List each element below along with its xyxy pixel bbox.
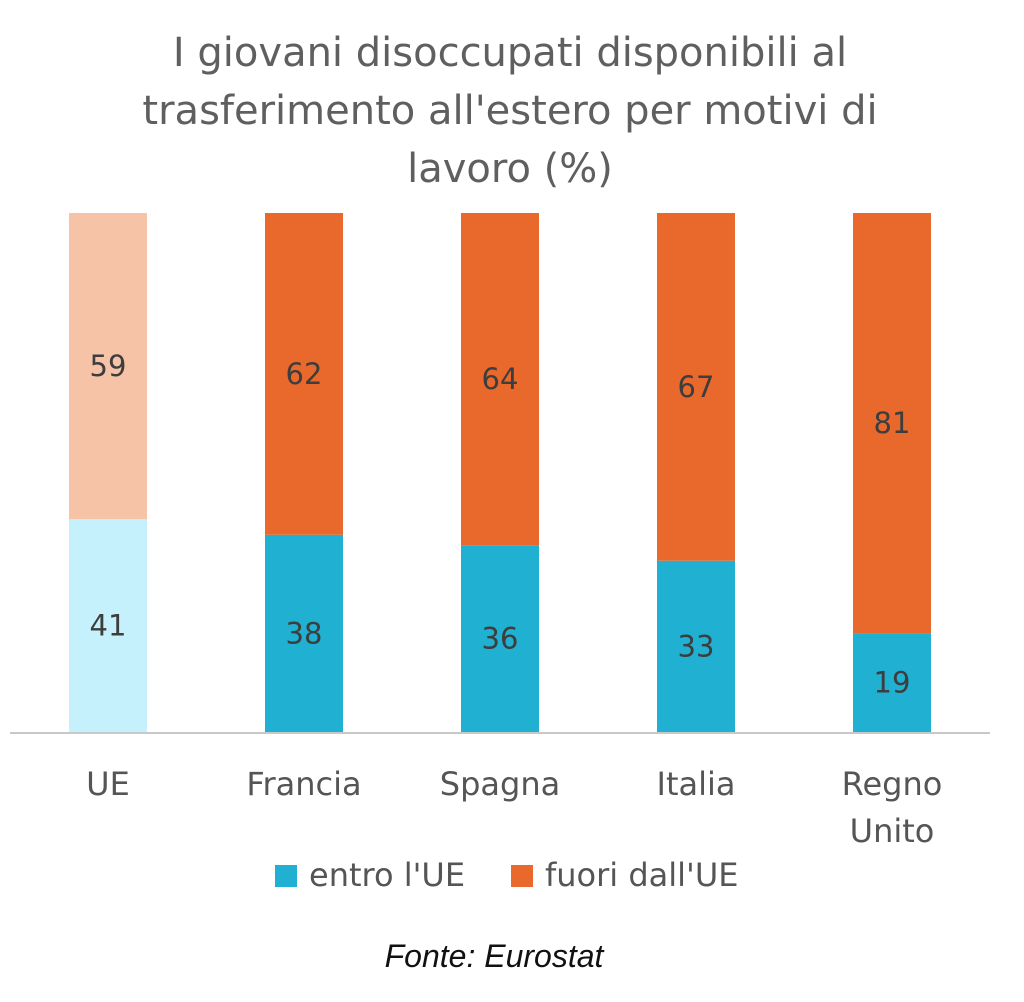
bar-ue-entro-l-ue [69, 519, 147, 732]
value-label-regno-unito-entro-l-ue: 19 [874, 666, 911, 700]
value-label-spagna-entro-l-ue: 36 [482, 622, 519, 656]
bars-group: 41 59 38 62 36 64 33 67 19 81 [69, 213, 931, 732]
bar-italia-entro-l-ue [657, 560, 735, 732]
source-note: Fonte: Eurostat [385, 938, 605, 974]
category-label-spagna: Spagna [440, 765, 560, 803]
bar-regno-unito-entro-l-ue [853, 633, 931, 732]
category-label-italia: Italia [657, 765, 736, 803]
value-label-italia-entro-l-ue: 33 [678, 629, 715, 663]
legend-label-entro-l-ue: entro l'UE [309, 856, 465, 894]
legend-label-fuori-dall-ue: fuori dall'UE [545, 856, 738, 894]
value-label-francia-entro-l-ue: 38 [286, 616, 323, 650]
chart-title-line-3: lavoro (%) [407, 146, 613, 192]
legend: entro l'UE fuori dall'UE [275, 856, 738, 894]
legend-swatch-fuori-dall-ue [511, 865, 533, 887]
value-label-ue-entro-l-ue: 41 [90, 609, 127, 643]
legend-swatch-entro-l-ue [275, 865, 297, 887]
category-label-regno-unito-line-2: Unito [850, 812, 935, 850]
category-labels: UE Francia Spagna Italia Regno Unito [86, 765, 942, 850]
bar-francia-fuori-dall-ue [265, 213, 343, 535]
value-label-regno-unito-fuori-dall-ue: 81 [874, 406, 911, 440]
category-label-regno-unito-line-1: Regno [842, 765, 943, 803]
category-label-ue: UE [86, 765, 130, 803]
bar-regno-unito-fuori-dall-ue [853, 213, 931, 634]
chart-title-line-2: trasferimento all'estero per motivi di [142, 88, 877, 134]
chart-title-line-1: I giovani disoccupati disponibili al [173, 30, 847, 76]
category-label-francia: Francia [246, 765, 361, 803]
value-label-francia-fuori-dall-ue: 62 [286, 357, 323, 391]
bar-spagna-entro-l-ue [461, 545, 539, 732]
bar-spagna-fuori-dall-ue [461, 213, 539, 546]
bar-ue-fuori-dall-ue [69, 213, 147, 520]
value-label-italia-fuori-dall-ue: 67 [678, 370, 715, 404]
bar-francia-entro-l-ue [265, 534, 343, 732]
bar-italia-fuori-dall-ue [657, 213, 735, 561]
value-label-ue-fuori-dall-ue: 59 [90, 349, 127, 383]
value-label-spagna-fuori-dall-ue: 64 [482, 362, 519, 396]
